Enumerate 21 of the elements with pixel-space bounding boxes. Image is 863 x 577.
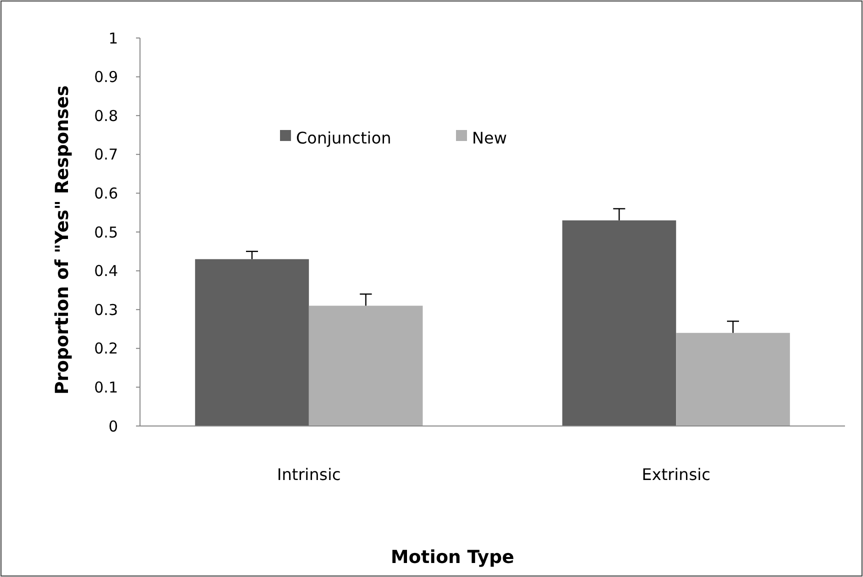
y-tick-label: 0.4 <box>94 262 118 280</box>
x-axis-title: Motion Type <box>390 547 514 568</box>
bar <box>195 259 309 426</box>
bar <box>676 332 790 426</box>
y-axis-title: Proportion of "Yes" Responses <box>52 85 73 395</box>
legend-label: Conjunction <box>296 128 392 148</box>
y-tick-label: 0.1 <box>94 378 118 396</box>
legend-label: New <box>472 128 507 148</box>
bar <box>308 306 423 426</box>
y-tick-label: 0.5 <box>94 223 118 242</box>
y-tick-label: 0.6 <box>94 184 118 202</box>
bar <box>562 220 676 426</box>
y-tick-label: 1 <box>108 29 118 48</box>
x-tick-label: Intrinsic <box>276 465 341 484</box>
y-tick-label: 0 <box>108 417 118 436</box>
y-tick-label: 0.9 <box>94 68 118 86</box>
x-tick-label: Extrinsic <box>642 465 710 484</box>
y-tick-label: 0.3 <box>94 300 118 319</box>
y-tick-label: 0.7 <box>94 146 118 164</box>
y-tick-label: 0.8 <box>94 106 118 125</box>
y-tick-label: 0.2 <box>94 340 118 358</box>
